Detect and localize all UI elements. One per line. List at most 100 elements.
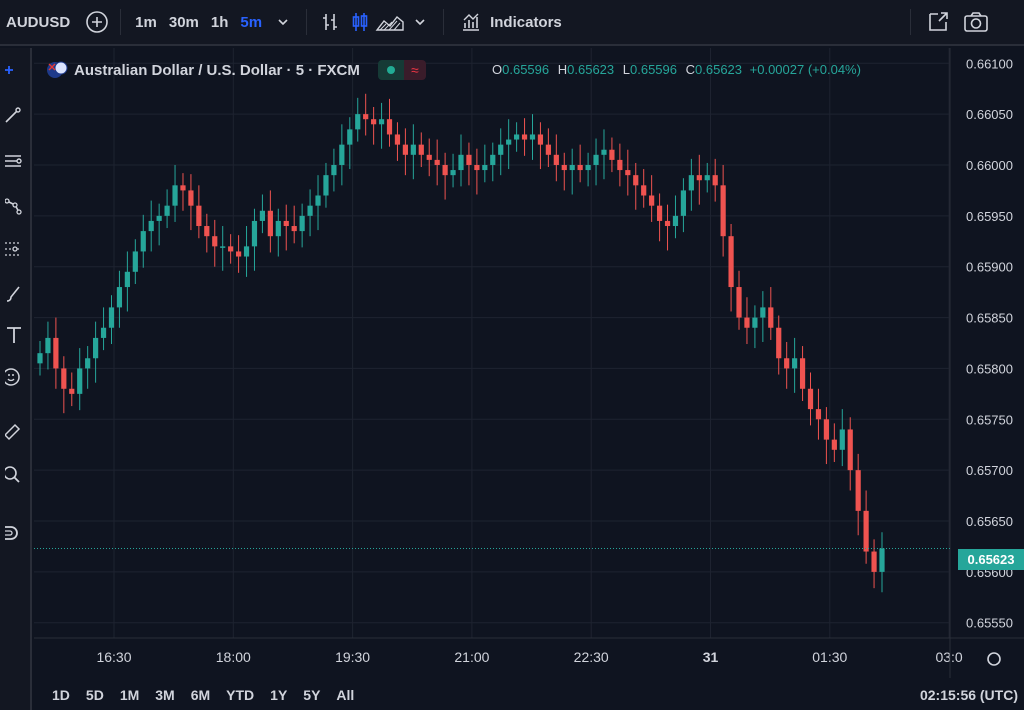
- candle-body: [720, 185, 726, 237]
- zoom-icon[interactable]: [0, 460, 30, 490]
- bar-chart-icon[interactable]: [315, 0, 345, 45]
- candle-body: [506, 139, 512, 145]
- range-5d[interactable]: 5D: [85, 687, 104, 703]
- divider: [909, 9, 911, 35]
- area-chart-icon[interactable]: [375, 0, 405, 45]
- candle-body: [140, 231, 146, 252]
- candle-body: [617, 159, 623, 171]
- chevron-down-icon[interactable]: [405, 0, 435, 45]
- range-1d[interactable]: 1D: [52, 687, 70, 703]
- range-6m[interactable]: 6M: [190, 687, 211, 703]
- candle-body: [363, 114, 369, 120]
- range-3m[interactable]: 3M: [155, 687, 175, 703]
- ruler-icon[interactable]: [0, 416, 30, 446]
- divider: [306, 9, 308, 35]
- candle-body: [458, 154, 464, 171]
- candle-body: [514, 134, 520, 140]
- range-1m[interactable]: 1M: [119, 687, 140, 703]
- range-5y[interactable]: 5Y: [303, 687, 321, 703]
- candle-body: [156, 215, 162, 221]
- high-value: 0.65623: [567, 62, 615, 77]
- range-ytd[interactable]: YTD: [226, 687, 255, 703]
- chevron-down-icon[interactable]: [268, 0, 298, 45]
- candle-body: [116, 287, 123, 308]
- high-label: H: [557, 62, 568, 77]
- candle-body: [371, 119, 377, 125]
- open-label: O: [492, 62, 503, 77]
- x-axis-tick-label: 22:30: [574, 649, 609, 665]
- x-axis-tick-label: 01:30: [812, 649, 847, 665]
- x-axis-tick-label: 19:30: [335, 649, 370, 665]
- candle-body: [323, 175, 329, 196]
- top-toolbar: AUDUSD 1m 30m 1h 5m Indicators: [0, 0, 1024, 46]
- candle-body: [569, 164, 575, 171]
- magnet-icon[interactable]: [0, 518, 30, 548]
- brush-icon[interactable]: [0, 278, 30, 308]
- candle-body: [577, 164, 583, 171]
- x-axis-tick-label: 16:30: [96, 649, 131, 665]
- candle-body: [355, 114, 361, 130]
- y-axis-tick-label: 0.66000: [966, 158, 1013, 173]
- market-status-badge[interactable]: ≈: [377, 60, 426, 80]
- candle-body: [220, 246, 226, 248]
- candle-body: [649, 195, 655, 206]
- candle-body: [553, 154, 559, 165]
- data-delay-icon: ≈: [403, 60, 426, 80]
- interval-5m[interactable]: 5m: [240, 13, 263, 31]
- candle-body: [482, 164, 488, 171]
- candle-body: [394, 134, 401, 145]
- text-icon[interactable]: [0, 320, 30, 350]
- forecasting-icon[interactable]: [0, 234, 30, 264]
- fullscreen-icon[interactable]: [923, 0, 953, 45]
- trend-line-icon[interactable]: [0, 100, 30, 130]
- candle-body: [418, 144, 424, 155]
- interval-1h[interactable]: 1h: [210, 13, 229, 31]
- low-label: L: [622, 62, 630, 77]
- symbol-search-button[interactable]: AUDUSD: [6, 13, 71, 31]
- range-1y[interactable]: 1Y: [270, 687, 288, 703]
- candle-body: [823, 419, 829, 440]
- candle-body: [196, 205, 202, 227]
- candle-chart-icon[interactable]: [345, 0, 375, 45]
- candle-body: [251, 220, 258, 247]
- camera-icon[interactable]: [961, 0, 991, 45]
- candle-body: [672, 215, 679, 227]
- candle-body: [37, 353, 43, 364]
- bottom-toolbar: 1D 5D 1M 3M 6M YTD 1Y 5Y All 02:15:56 (U…: [34, 680, 1024, 710]
- price-chart[interactable]: 0.66100 0.66050 0.66000 0.65950 0.65900 0.658…: [34, 48, 1024, 678]
- chart-title: Australian Dollar / U.S. Dollar · 5 · FX…: [74, 61, 360, 79]
- candle-body: [426, 154, 432, 160]
- interval-1m[interactable]: 1m: [135, 13, 157, 31]
- candle-body: [108, 307, 115, 328]
- add-symbol-icon[interactable]: [82, 0, 112, 45]
- candle-body: [307, 205, 313, 216]
- settings-gear-icon[interactable]: [987, 652, 1001, 666]
- y-axis-tick-label: 0.65550: [966, 616, 1013, 631]
- x-axis-tick-label: 31: [703, 649, 719, 665]
- patterns-icon[interactable]: [0, 190, 30, 220]
- candle-body: [728, 236, 734, 288]
- emoji-icon[interactable]: [0, 362, 30, 392]
- clock-timezone[interactable]: 02:15:56 (UTC): [919, 687, 1018, 703]
- candle-body: [609, 149, 615, 160]
- candle-body: [656, 205, 663, 221]
- candle-body: [85, 358, 91, 369]
- candle-body: [386, 119, 393, 135]
- candle-body: [537, 134, 544, 145]
- candle-body: [228, 246, 234, 252]
- candle-body: [768, 307, 774, 328]
- interval-30m[interactable]: 30m: [168, 13, 199, 31]
- fib-retracement-icon[interactable]: [0, 146, 30, 176]
- candle-body: [45, 337, 51, 354]
- candle-body: [839, 429, 845, 450]
- candle-body: [378, 119, 385, 125]
- candle-body: [172, 185, 178, 206]
- range-all[interactable]: All: [336, 687, 355, 703]
- candle-body: [871, 551, 877, 572]
- candle-body: [315, 195, 321, 206]
- divider: [443, 9, 445, 35]
- indicators-button[interactable]: Indicators: [452, 0, 570, 45]
- crosshair-icon[interactable]: [0, 58, 30, 88]
- candle-body: [545, 144, 551, 155]
- y-axis-tick-label: 0.66100: [966, 56, 1013, 71]
